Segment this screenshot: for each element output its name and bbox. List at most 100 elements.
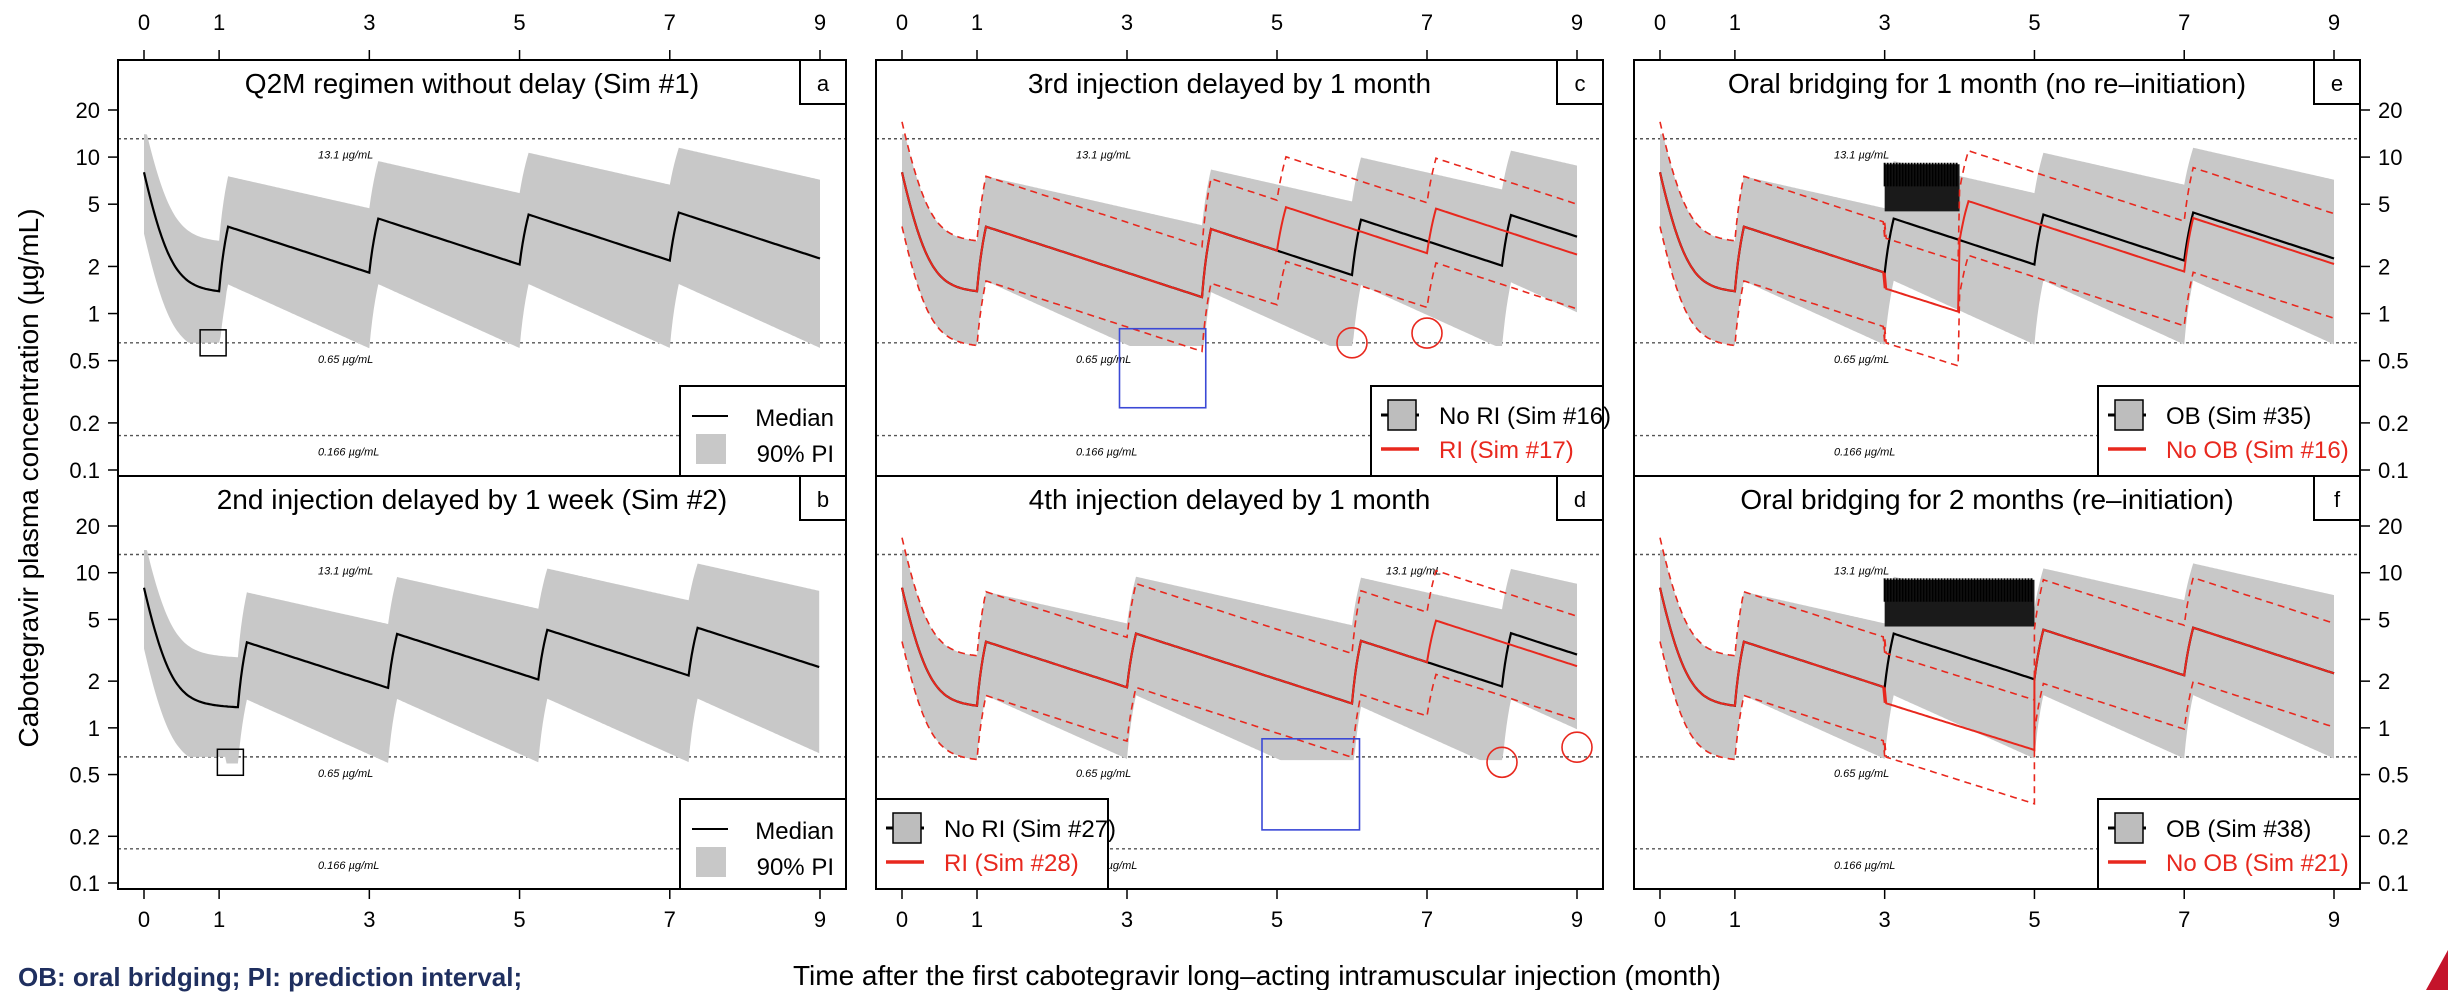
panel-f: 13.1 µg/mL 0.65 µg/mL 0.166 µg/mL Oral brid… xyxy=(1633,475,2409,932)
x-tick-label: 1 xyxy=(1729,10,1741,35)
panel-letter-box xyxy=(799,475,847,521)
reference-line-label: 0.65 µg/mL xyxy=(1834,354,1889,366)
x-tick-label: 3 xyxy=(1121,10,1133,35)
y-tick-label: 2 xyxy=(88,254,100,279)
x-tick-label: 0 xyxy=(1654,907,1666,932)
x-tick-label: 0 xyxy=(1654,10,1666,35)
panel-letter-box xyxy=(799,59,847,105)
median-line xyxy=(142,172,821,293)
reference-line-label: 13.1 µg/mL xyxy=(1076,150,1131,162)
plot-area-e: 13.1 µg/mL 0.65 µg/mL 0.166 µg/mL xyxy=(1634,121,2360,459)
legend-label: 90% PI xyxy=(757,854,834,881)
reference-line-label: 13.1 µg/mL xyxy=(1834,566,1889,578)
footnote: OB: oral bridging; PI: prediction interv… xyxy=(18,962,523,992)
panel-letter: c xyxy=(1575,71,1586,96)
legend-pi-swatch xyxy=(696,847,726,877)
y-tick-label: 20 xyxy=(76,514,100,539)
legend-label: Median xyxy=(755,405,834,432)
x-tick-label: 3 xyxy=(363,10,375,35)
panel-title: Q2M regimen without delay (Sim #1) xyxy=(245,68,699,99)
reference-line-label: 13.1 µg/mL xyxy=(1834,150,1889,162)
reference-line-label: 0.65 µg/mL xyxy=(318,354,373,366)
y-tick-label: 2 xyxy=(88,669,100,694)
reference-line-label: 13.1 µg/mL xyxy=(1386,566,1441,578)
panel-title: Oral bridging for 1 month (no re–initiat… xyxy=(1728,68,2246,99)
y-tick-label: 2 xyxy=(2378,254,2390,279)
y-tick-label: 0.5 xyxy=(2378,349,2409,374)
reference-line-label: 13.1 µg/mL xyxy=(318,566,373,578)
reference-line-label: 0.65 µg/mL xyxy=(1076,768,1131,780)
pi-band xyxy=(1660,550,2334,760)
x-tick-label: 0 xyxy=(138,907,150,932)
highlight-box xyxy=(1118,327,1207,409)
x-tick-label: 9 xyxy=(814,10,826,35)
reference-line-label: 0.65 µg/mL xyxy=(318,768,373,780)
highlight-square xyxy=(216,748,245,777)
legend-box xyxy=(679,385,847,477)
x-tick-label: 9 xyxy=(1571,10,1583,35)
alt-upper-bound xyxy=(1659,537,2335,702)
x-tick-label: 1 xyxy=(213,907,225,932)
alt-upper-bound xyxy=(1659,121,2335,263)
alt-median-line xyxy=(901,587,1578,707)
panel-b: 13.1 µg/mL 0.65 µg/mL 0.166 µg/mL 2nd injec… xyxy=(69,475,847,932)
legend-pi-swatch xyxy=(696,434,726,464)
reference-line-label: 0.166 µg/mL xyxy=(318,447,379,459)
legend-label: No RI (Sim #27) xyxy=(944,816,1116,843)
x-tick-label: 9 xyxy=(814,907,826,932)
panel-letter-box xyxy=(1556,475,1604,521)
x-tick-label: 7 xyxy=(2178,10,2190,35)
x-tick-label: 3 xyxy=(1879,10,1891,35)
x-tick-label: 5 xyxy=(513,907,525,932)
panel-letter: a xyxy=(817,71,830,96)
panel-a: 13.1 µg/mL 0.65 µg/mL 0.166 µg/mL Q2M regim… xyxy=(69,10,847,483)
reference-line-label: 0.166 µg/mL xyxy=(1834,860,1895,872)
y-tick-label: 0.2 xyxy=(2378,824,2409,849)
x-tick-label: 1 xyxy=(971,907,983,932)
pi-band xyxy=(144,550,820,764)
legend-label: No RI (Sim #16) xyxy=(1439,403,1611,430)
legend-label: OB (Sim #35) xyxy=(2166,403,2311,430)
highlight-circle xyxy=(1336,327,1368,359)
alt-median-line xyxy=(1659,172,2335,313)
alt-upper-bound xyxy=(901,537,1578,657)
x-tick-label: 5 xyxy=(1271,10,1283,35)
plot-area-c: 13.1 µg/mL 0.65 µg/mL 0.166 µg/mL xyxy=(876,121,1603,459)
y-tick-label: 0.2 xyxy=(69,824,100,849)
y-tick-label: 0.1 xyxy=(2378,871,2409,896)
x-tick-label: 1 xyxy=(1729,907,1741,932)
x-tick-label: 5 xyxy=(2028,907,2040,932)
y-tick-label: 10 xyxy=(76,561,100,586)
reference-line-label: 0.166 µg/mL xyxy=(1076,447,1137,459)
x-tick-label: 3 xyxy=(363,907,375,932)
x-tick-label: 5 xyxy=(2028,10,2040,35)
y-tick-label: 1 xyxy=(88,302,100,327)
y-tick-label: 0.5 xyxy=(2378,763,2409,788)
x-tick-label: 7 xyxy=(1421,10,1433,35)
y-tick-label: 10 xyxy=(2378,561,2402,586)
legend-swatch-band xyxy=(1387,399,1417,431)
reference-line-label: 0.65 µg/mL xyxy=(1076,354,1131,366)
y-tick-label: 20 xyxy=(76,98,100,123)
legend-label: OB (Sim #38) xyxy=(2166,816,2311,843)
panel-title: 4th injection delayed by 1 month xyxy=(1029,484,1431,515)
median-line xyxy=(142,587,820,709)
alt-median-line xyxy=(1659,587,2335,752)
panels: 13.1 µg/mL 0.65 µg/mL 0.166 µg/mL Q2M regim… xyxy=(69,10,2408,932)
y-tick-label: 20 xyxy=(2378,514,2402,539)
pi-band xyxy=(144,134,820,349)
alt-lower-bound xyxy=(901,226,1578,353)
x-tick-label: 7 xyxy=(1421,907,1433,932)
legend-label: 90% PI xyxy=(757,441,834,468)
y-tick-label: 0.5 xyxy=(69,349,100,374)
panel-letter-box xyxy=(2313,475,2361,521)
highlight-circle xyxy=(1486,746,1518,779)
plot-area-d: 13.1 µg/mL0.65 µg/mL0.166 µg/mL xyxy=(876,537,1603,872)
alt-upper-bound xyxy=(901,121,1578,248)
x-tick-label: 7 xyxy=(664,10,676,35)
highlight-box xyxy=(1261,738,1361,831)
panel-frame xyxy=(117,475,847,890)
x-tick-label: 5 xyxy=(1271,907,1283,932)
legend-label: Median xyxy=(755,818,834,845)
